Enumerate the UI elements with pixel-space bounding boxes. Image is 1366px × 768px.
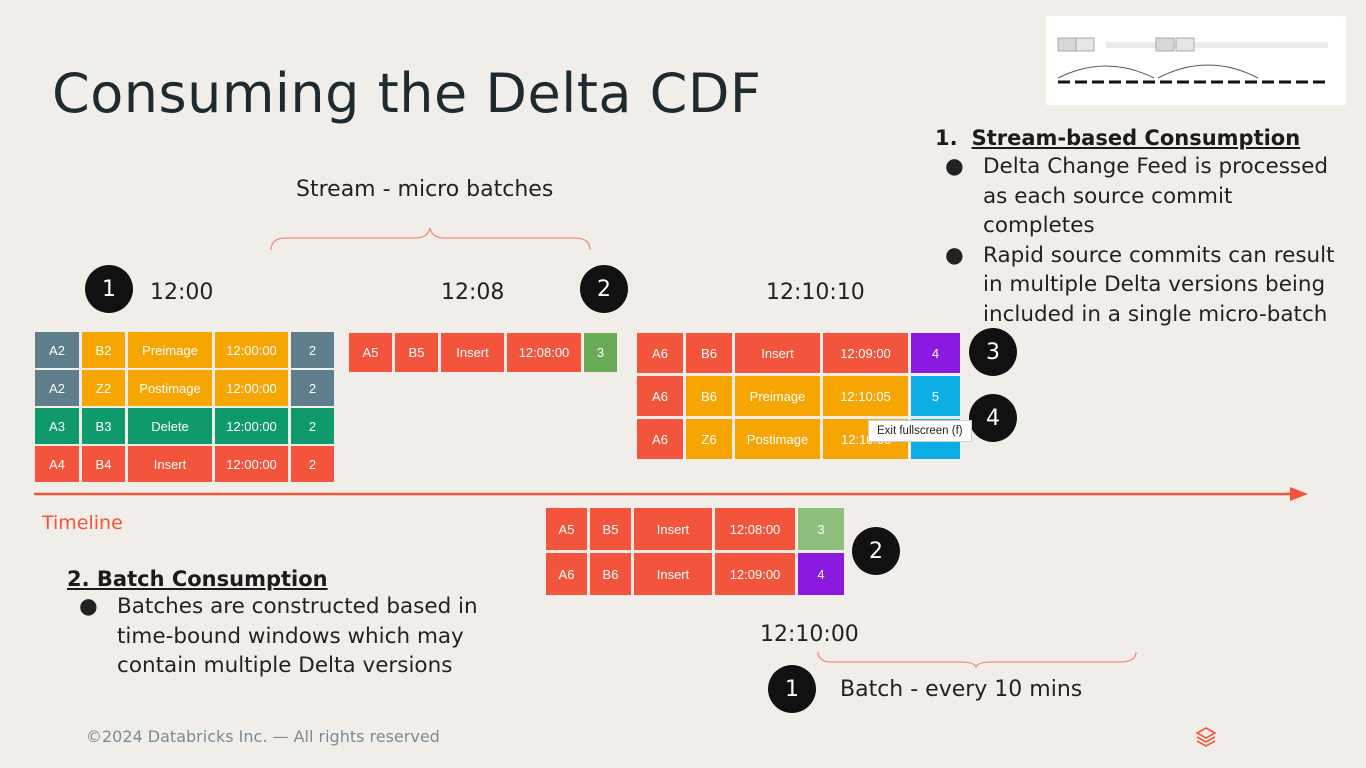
cell: Postimage <box>128 370 212 406</box>
cell: Z6 <box>686 419 732 459</box>
table-stream-batch-2: A5 B5 Insert 12:08:00 3 <box>349 333 617 372</box>
cell: B2 <box>82 332 125 368</box>
cell: B6 <box>590 553 631 595</box>
section-heading: Stream-based Consumption <box>971 126 1301 150</box>
cell: A5 <box>546 508 587 550</box>
cell: 12:00:00 <box>215 332 288 368</box>
cell: 12:00:00 <box>215 408 288 444</box>
table-row: A2 B2 Preimage 12:00:00 2 <box>35 332 334 368</box>
list-item: ● Batches are constructed based in time-b… <box>79 594 478 678</box>
timeline-arrow <box>34 487 1308 501</box>
time-1208: 12:08 <box>441 280 505 305</box>
table-row: A3 B3 Delete 12:00:00 2 <box>35 408 334 444</box>
cell: B6 <box>686 333 732 373</box>
cell: A4 <box>35 446 79 482</box>
cell: A6 <box>637 376 683 416</box>
cell: 12:09:00 <box>715 553 795 595</box>
cell: A6 <box>637 419 683 459</box>
cell: A2 <box>35 332 79 368</box>
time-1200: 12:00 <box>150 280 214 305</box>
cell: 12:09:00 <box>823 333 908 373</box>
cell: Postimage <box>735 419 820 459</box>
cell: 2 <box>291 446 334 482</box>
section-heading: 2. Batch Consumption <box>67 567 328 591</box>
cell: 2 <box>291 332 334 368</box>
table-stream-batch-1: A2 B2 Preimage 12:00:00 2 A2 Z2 Postimag… <box>35 332 334 482</box>
cell: A6 <box>637 333 683 373</box>
exit-fullscreen-tooltip: Exit fullscreen (f) <box>868 420 972 442</box>
stream-section: 1. Stream-based Consumption ● Delta Chang… <box>935 126 1345 329</box>
cell: Insert <box>634 553 712 595</box>
batch-label: Batch - every 10 mins <box>840 677 1083 702</box>
cell: Preimage <box>128 332 212 368</box>
thumbnail-graphic <box>1057 37 1328 84</box>
cell: 3 <box>584 333 617 372</box>
cell: A6 <box>546 553 587 595</box>
badge-3: 3 <box>969 328 1017 376</box>
batch-bullets: ● Batches are constructed based in time-b… <box>79 592 489 681</box>
stream-bullets: ● Delta Change Feed is processed as each … <box>945 152 1345 329</box>
cell: 2 <box>291 370 334 406</box>
cell: Insert <box>441 333 504 372</box>
cell: B3 <box>82 408 125 444</box>
badge-2: 2 <box>580 265 628 313</box>
timeline-label: Timeline <box>42 512 123 534</box>
cell: 4 <box>798 553 844 595</box>
table-batch: A5 B5 Insert 12:08:00 3 A6 B6 Insert 12:… <box>546 508 844 595</box>
cell: Preimage <box>735 376 820 416</box>
cell: 12:08:00 <box>715 508 795 550</box>
cell: Insert <box>128 446 212 482</box>
table-row: A4 B4 Insert 12:00:00 2 <box>35 446 334 482</box>
stream-label: Stream - micro batches <box>296 177 554 202</box>
cell: Insert <box>735 333 820 373</box>
cell: B5 <box>590 508 631 550</box>
cell: B4 <box>82 446 125 482</box>
table-row: A6 B6 Insert 12:09:00 4 <box>637 333 960 373</box>
cell: Insert <box>634 508 712 550</box>
table-row: A5 B5 Insert 12:08:00 3 <box>546 508 844 550</box>
cell: 3 <box>798 508 844 550</box>
badge-batch-1: 1 <box>768 665 816 713</box>
thumbnail-diagram <box>1046 16 1346 105</box>
badge-4: 4 <box>969 394 1017 442</box>
table-row: A6 B6 Preimage 12:10:05 5 <box>637 376 960 416</box>
time-121000: 12:10:00 <box>760 622 859 647</box>
cell: Z2 <box>82 370 125 406</box>
list-item: ● Rapid source commits can result in mult… <box>945 242 1335 327</box>
footer-copyright: ©2024 Databricks Inc. — All rights reser… <box>86 727 440 746</box>
section-number: 1. <box>935 126 958 150</box>
table-stream-batch-3: A6 B6 Insert 12:09:00 4 A6 B6 Preimage 1… <box>637 333 960 459</box>
cell: A2 <box>35 370 79 406</box>
cell: 2 <box>291 408 334 444</box>
cell: 12:08:00 <box>507 333 581 372</box>
badge-batch-2: 2 <box>852 527 900 575</box>
stream-brace <box>270 227 591 251</box>
cell: 12:10:05 <box>823 376 908 416</box>
batch-section: 2. Batch Consumption ● Batches are constr… <box>67 567 489 681</box>
cell: A3 <box>35 408 79 444</box>
cell: B5 <box>395 333 438 372</box>
cell: Delete <box>128 408 212 444</box>
cell: 4 <box>911 333 960 373</box>
cell: B6 <box>686 376 732 416</box>
list-item: ● Delta Change Feed is processed as each … <box>945 154 1328 238</box>
table-row: A2 Z2 Postimage 12:00:00 2 <box>35 370 334 406</box>
slide-title: Consuming the Delta CDF <box>52 62 762 125</box>
badge-1: 1 <box>85 265 133 313</box>
cell: 12:00:00 <box>215 446 288 482</box>
databricks-logo-icon <box>1195 727 1217 747</box>
cell: 12:00:00 <box>215 370 288 406</box>
batch-brace <box>817 651 1137 668</box>
table-row: A6 B6 Insert 12:09:00 4 <box>546 553 844 595</box>
time-121010: 12:10:10 <box>766 280 865 305</box>
cell: A5 <box>349 333 392 372</box>
cell: 5 <box>911 376 960 416</box>
table-row: A5 B5 Insert 12:08:00 3 <box>349 333 617 372</box>
